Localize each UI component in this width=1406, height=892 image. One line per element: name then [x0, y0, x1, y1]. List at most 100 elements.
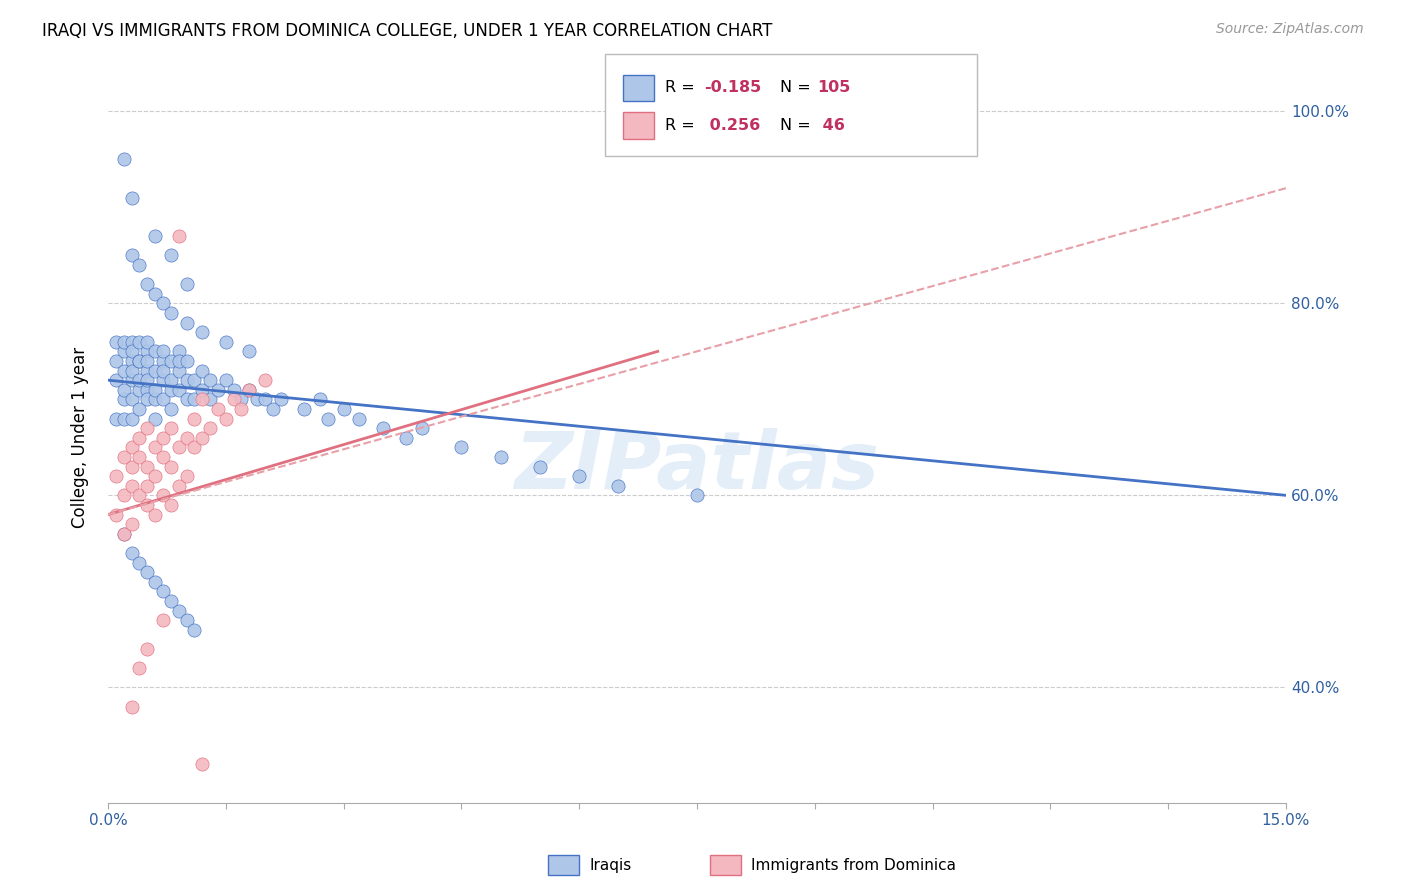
- Point: [128, 354, 150, 368]
- Point: [411, 421, 433, 435]
- Point: [262, 401, 284, 416]
- Point: [104, 334, 127, 349]
- Point: [167, 603, 190, 617]
- Point: [198, 392, 221, 407]
- Point: [159, 383, 181, 397]
- Point: [128, 401, 150, 416]
- Point: [222, 392, 245, 407]
- Point: [128, 373, 150, 387]
- Point: [128, 383, 150, 397]
- Point: [215, 334, 238, 349]
- Point: [143, 363, 166, 377]
- Point: [143, 469, 166, 483]
- Point: [152, 431, 174, 445]
- Point: [183, 392, 205, 407]
- Text: -0.185: -0.185: [704, 80, 762, 95]
- Point: [112, 450, 135, 464]
- Point: [121, 441, 143, 455]
- Text: 46: 46: [817, 118, 845, 133]
- Point: [136, 498, 159, 512]
- Point: [167, 229, 190, 244]
- Point: [152, 613, 174, 627]
- Point: [128, 556, 150, 570]
- Point: [112, 153, 135, 167]
- Point: [143, 441, 166, 455]
- Text: IRAQI VS IMMIGRANTS FROM DOMINICA COLLEGE, UNDER 1 YEAR CORRELATION CHART: IRAQI VS IMMIGRANTS FROM DOMINICA COLLEG…: [42, 22, 772, 40]
- Point: [128, 354, 150, 368]
- Point: [231, 392, 253, 407]
- Text: Iraqis: Iraqis: [589, 858, 631, 872]
- Point: [152, 296, 174, 310]
- Point: [128, 431, 150, 445]
- Point: [136, 565, 159, 579]
- Point: [183, 373, 205, 387]
- Point: [238, 344, 260, 359]
- Point: [152, 488, 174, 502]
- Text: 0.256: 0.256: [704, 118, 761, 133]
- Text: Source: ZipAtlas.com: Source: ZipAtlas.com: [1216, 22, 1364, 37]
- Point: [121, 546, 143, 560]
- Text: N =: N =: [780, 118, 817, 133]
- Point: [238, 383, 260, 397]
- Point: [159, 373, 181, 387]
- Point: [121, 373, 143, 387]
- Point: [128, 661, 150, 675]
- Point: [143, 344, 166, 359]
- Point: [191, 383, 214, 397]
- Point: [270, 392, 292, 407]
- Point: [112, 411, 135, 425]
- Point: [112, 363, 135, 377]
- Point: [167, 354, 190, 368]
- Point: [191, 363, 214, 377]
- Point: [159, 354, 181, 368]
- Point: [136, 392, 159, 407]
- Point: [246, 392, 269, 407]
- Point: [489, 450, 512, 464]
- Point: [136, 479, 159, 493]
- Point: [112, 344, 135, 359]
- Point: [191, 325, 214, 339]
- Point: [136, 459, 159, 474]
- Point: [176, 431, 198, 445]
- Point: [167, 363, 190, 377]
- Point: [104, 373, 127, 387]
- Point: [222, 383, 245, 397]
- Point: [159, 498, 181, 512]
- Point: [176, 373, 198, 387]
- Point: [121, 191, 143, 205]
- Point: [450, 441, 472, 455]
- Point: [143, 508, 166, 522]
- Point: [121, 354, 143, 368]
- Point: [128, 258, 150, 272]
- Point: [152, 584, 174, 599]
- Point: [121, 392, 143, 407]
- Point: [686, 488, 709, 502]
- Point: [136, 363, 159, 377]
- Point: [136, 383, 159, 397]
- Point: [152, 363, 174, 377]
- Point: [143, 229, 166, 244]
- Point: [176, 316, 198, 330]
- Point: [159, 459, 181, 474]
- Point: [112, 526, 135, 541]
- Point: [395, 431, 418, 445]
- Point: [104, 508, 127, 522]
- Text: Immigrants from Dominica: Immigrants from Dominica: [751, 858, 956, 872]
- Point: [159, 421, 181, 435]
- Point: [143, 383, 166, 397]
- Text: 105: 105: [817, 80, 851, 95]
- Point: [104, 411, 127, 425]
- Point: [112, 488, 135, 502]
- Point: [104, 354, 127, 368]
- Point: [167, 383, 190, 397]
- Point: [191, 392, 214, 407]
- Y-axis label: College, Under 1 year: College, Under 1 year: [72, 347, 89, 528]
- Point: [176, 469, 198, 483]
- Point: [176, 354, 198, 368]
- Point: [136, 642, 159, 657]
- Point: [152, 392, 174, 407]
- Point: [152, 344, 174, 359]
- Point: [254, 373, 277, 387]
- Point: [309, 392, 332, 407]
- Point: [183, 411, 205, 425]
